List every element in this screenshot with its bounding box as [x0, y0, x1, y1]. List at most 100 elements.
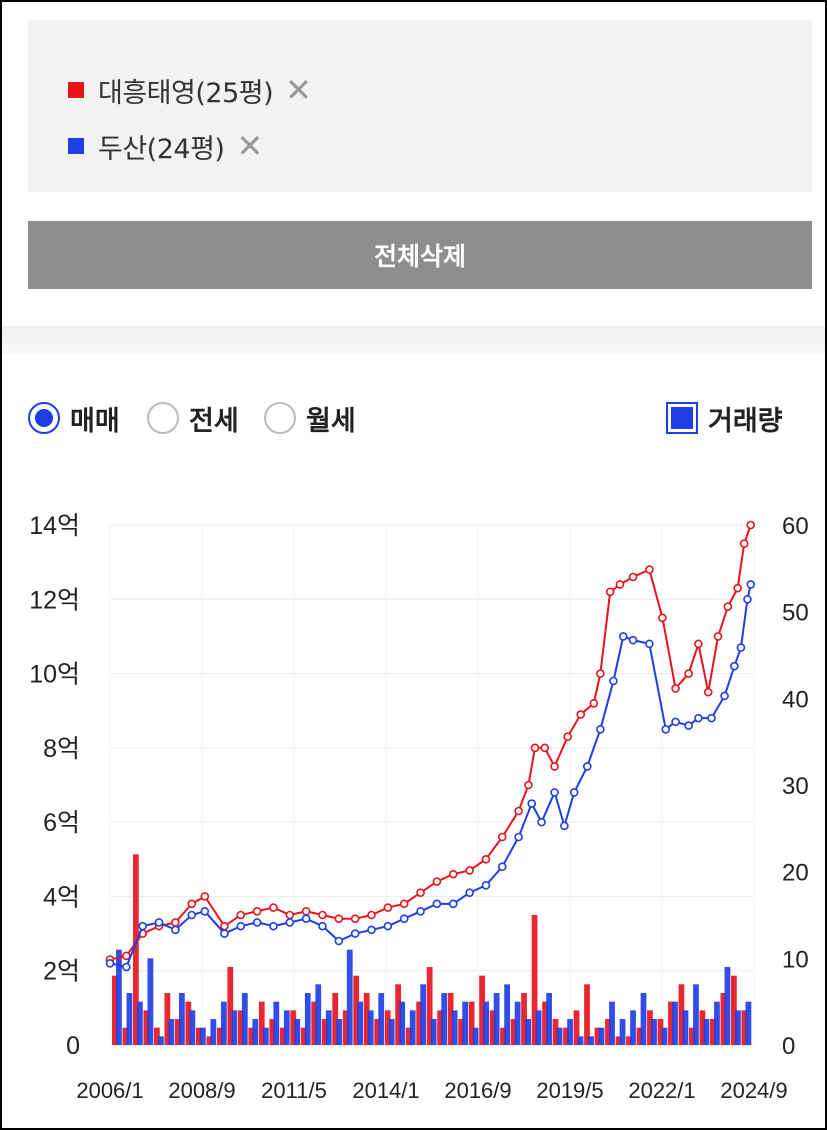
price-point-red [350, 914, 360, 924]
volume-bar-red [342, 1010, 349, 1045]
price-point-red [694, 639, 703, 649]
price-point-red [703, 687, 713, 697]
volume-bar-blue [241, 993, 248, 1045]
price-point-red [746, 520, 756, 530]
volume-bar-blue [210, 1019, 217, 1045]
volume-bar-blue [273, 1001, 280, 1045]
price-point-blue [628, 635, 638, 645]
y-left-tick-label: 2억 [43, 958, 80, 986]
volume-bar-red [311, 1001, 318, 1045]
volume-bar-blue [724, 967, 731, 1045]
volume-bar-red [720, 993, 727, 1045]
price-point-red [383, 903, 393, 912]
price-point-red [540, 743, 550, 753]
volume-bar-red [227, 967, 234, 1045]
price-point-red [432, 877, 442, 886]
volume-bar-blue [472, 1027, 479, 1045]
price-point-blue [187, 910, 197, 920]
price-point-red [301, 906, 311, 916]
radio-empty-icon[interactable] [264, 402, 296, 434]
price-point-blue [736, 643, 746, 652]
price-point-blue [301, 914, 311, 924]
volume-bar-blue [745, 1001, 752, 1045]
volume-bar-blue [630, 1010, 636, 1045]
volume-bar-blue [189, 1010, 196, 1045]
price-point-red [220, 921, 229, 931]
price-point-blue [537, 817, 546, 827]
volume-bar-red [573, 1010, 580, 1045]
price-point-red [684, 669, 693, 678]
volume-bar-red [332, 993, 339, 1045]
volume-bar-red [531, 915, 538, 1045]
volume-toggle[interactable]: 거래량 [666, 396, 783, 440]
y-right-tick-label: 10 [782, 946, 809, 973]
volume-bar-red [626, 1036, 632, 1045]
section-divider [2, 326, 825, 354]
legend-item-2: 두산(24평) ✕ [68, 126, 263, 166]
volume-bar-red [112, 975, 118, 1045]
price-point-blue [720, 691, 729, 701]
price-point-blue [569, 788, 579, 797]
delete-all-button[interactable]: 전체삭제 [28, 221, 812, 289]
legend-swatch-red [68, 82, 84, 98]
price-point-blue [609, 676, 618, 686]
price-point-red [285, 910, 295, 920]
volume-bar-red [458, 1019, 464, 1045]
price-point-blue [694, 713, 703, 723]
volume-bar-blue [451, 1010, 458, 1045]
volume-bar-blue [535, 1010, 542, 1045]
volume-bar-blue [493, 993, 500, 1045]
price-point-blue [432, 899, 442, 909]
volume-bar-blue [325, 1010, 332, 1045]
close-icon[interactable]: ✕ [236, 127, 263, 165]
volume-bar-red [489, 1010, 496, 1045]
volume-bar-red [185, 1001, 192, 1045]
price-point-red [236, 910, 246, 920]
volume-bar-red [363, 993, 370, 1045]
volume-bar-blue [714, 1001, 720, 1045]
volume-bar-blue [598, 1027, 605, 1045]
volume-bar-red [678, 984, 685, 1045]
close-icon[interactable]: ✕ [285, 71, 312, 109]
volume-bar-blue [357, 1001, 364, 1045]
volume-bar-blue [682, 1010, 689, 1045]
legend-swatch-blue [68, 138, 84, 154]
volume-bar-blue [735, 1010, 741, 1045]
price-point-red [399, 899, 409, 909]
price-point-blue [743, 594, 752, 604]
price-point-blue [618, 632, 628, 641]
volume-bar-red [521, 993, 527, 1045]
price-point-blue [334, 936, 344, 946]
volume-bar-blue [514, 1001, 521, 1045]
volume-bar-blue [651, 1019, 657, 1045]
y-left-tick-label: 8억 [43, 735, 80, 763]
price-chart: 0 2억 4억 6억 8억 10억 12억 14억 0 10 20 30 40 50 60 2006/1 200… [29, 512, 809, 1103]
price-point-red [524, 780, 533, 790]
price-point-blue [138, 921, 147, 931]
volume-bar-red [290, 1010, 297, 1045]
radio-option-jeonse[interactable]: 전세 [147, 396, 239, 440]
price-point-blue [171, 925, 180, 935]
radio-option-sale[interactable]: 매매 [28, 396, 120, 440]
volume-bar-blue [420, 984, 427, 1045]
price-point-blue [122, 962, 131, 972]
radio-empty-icon[interactable] [147, 402, 179, 434]
price-point-blue [236, 921, 246, 931]
price-point-red [596, 669, 605, 678]
checkbox-checked-icon[interactable] [666, 402, 698, 434]
price-point-blue [684, 721, 693, 730]
volume-bar-red [237, 1010, 244, 1045]
volume-bar-blue [609, 1001, 615, 1045]
price-point-red [671, 684, 680, 693]
price-point-red [563, 732, 572, 742]
volume-bar-blue [388, 1019, 395, 1045]
legend-label: 두산(24평) [98, 133, 225, 165]
legend-item-1: 대흥태영(25평) ✕ [68, 70, 312, 110]
volume-bar-red [636, 1027, 643, 1045]
radio-option-monthly[interactable]: 월세 [264, 396, 356, 440]
volume-bar-red [153, 1027, 160, 1045]
volume-bar-blue [546, 993, 552, 1045]
volume-bar-red [594, 1027, 601, 1045]
volume-bar-red [426, 967, 433, 1045]
radio-selected-icon[interactable] [28, 402, 60, 434]
